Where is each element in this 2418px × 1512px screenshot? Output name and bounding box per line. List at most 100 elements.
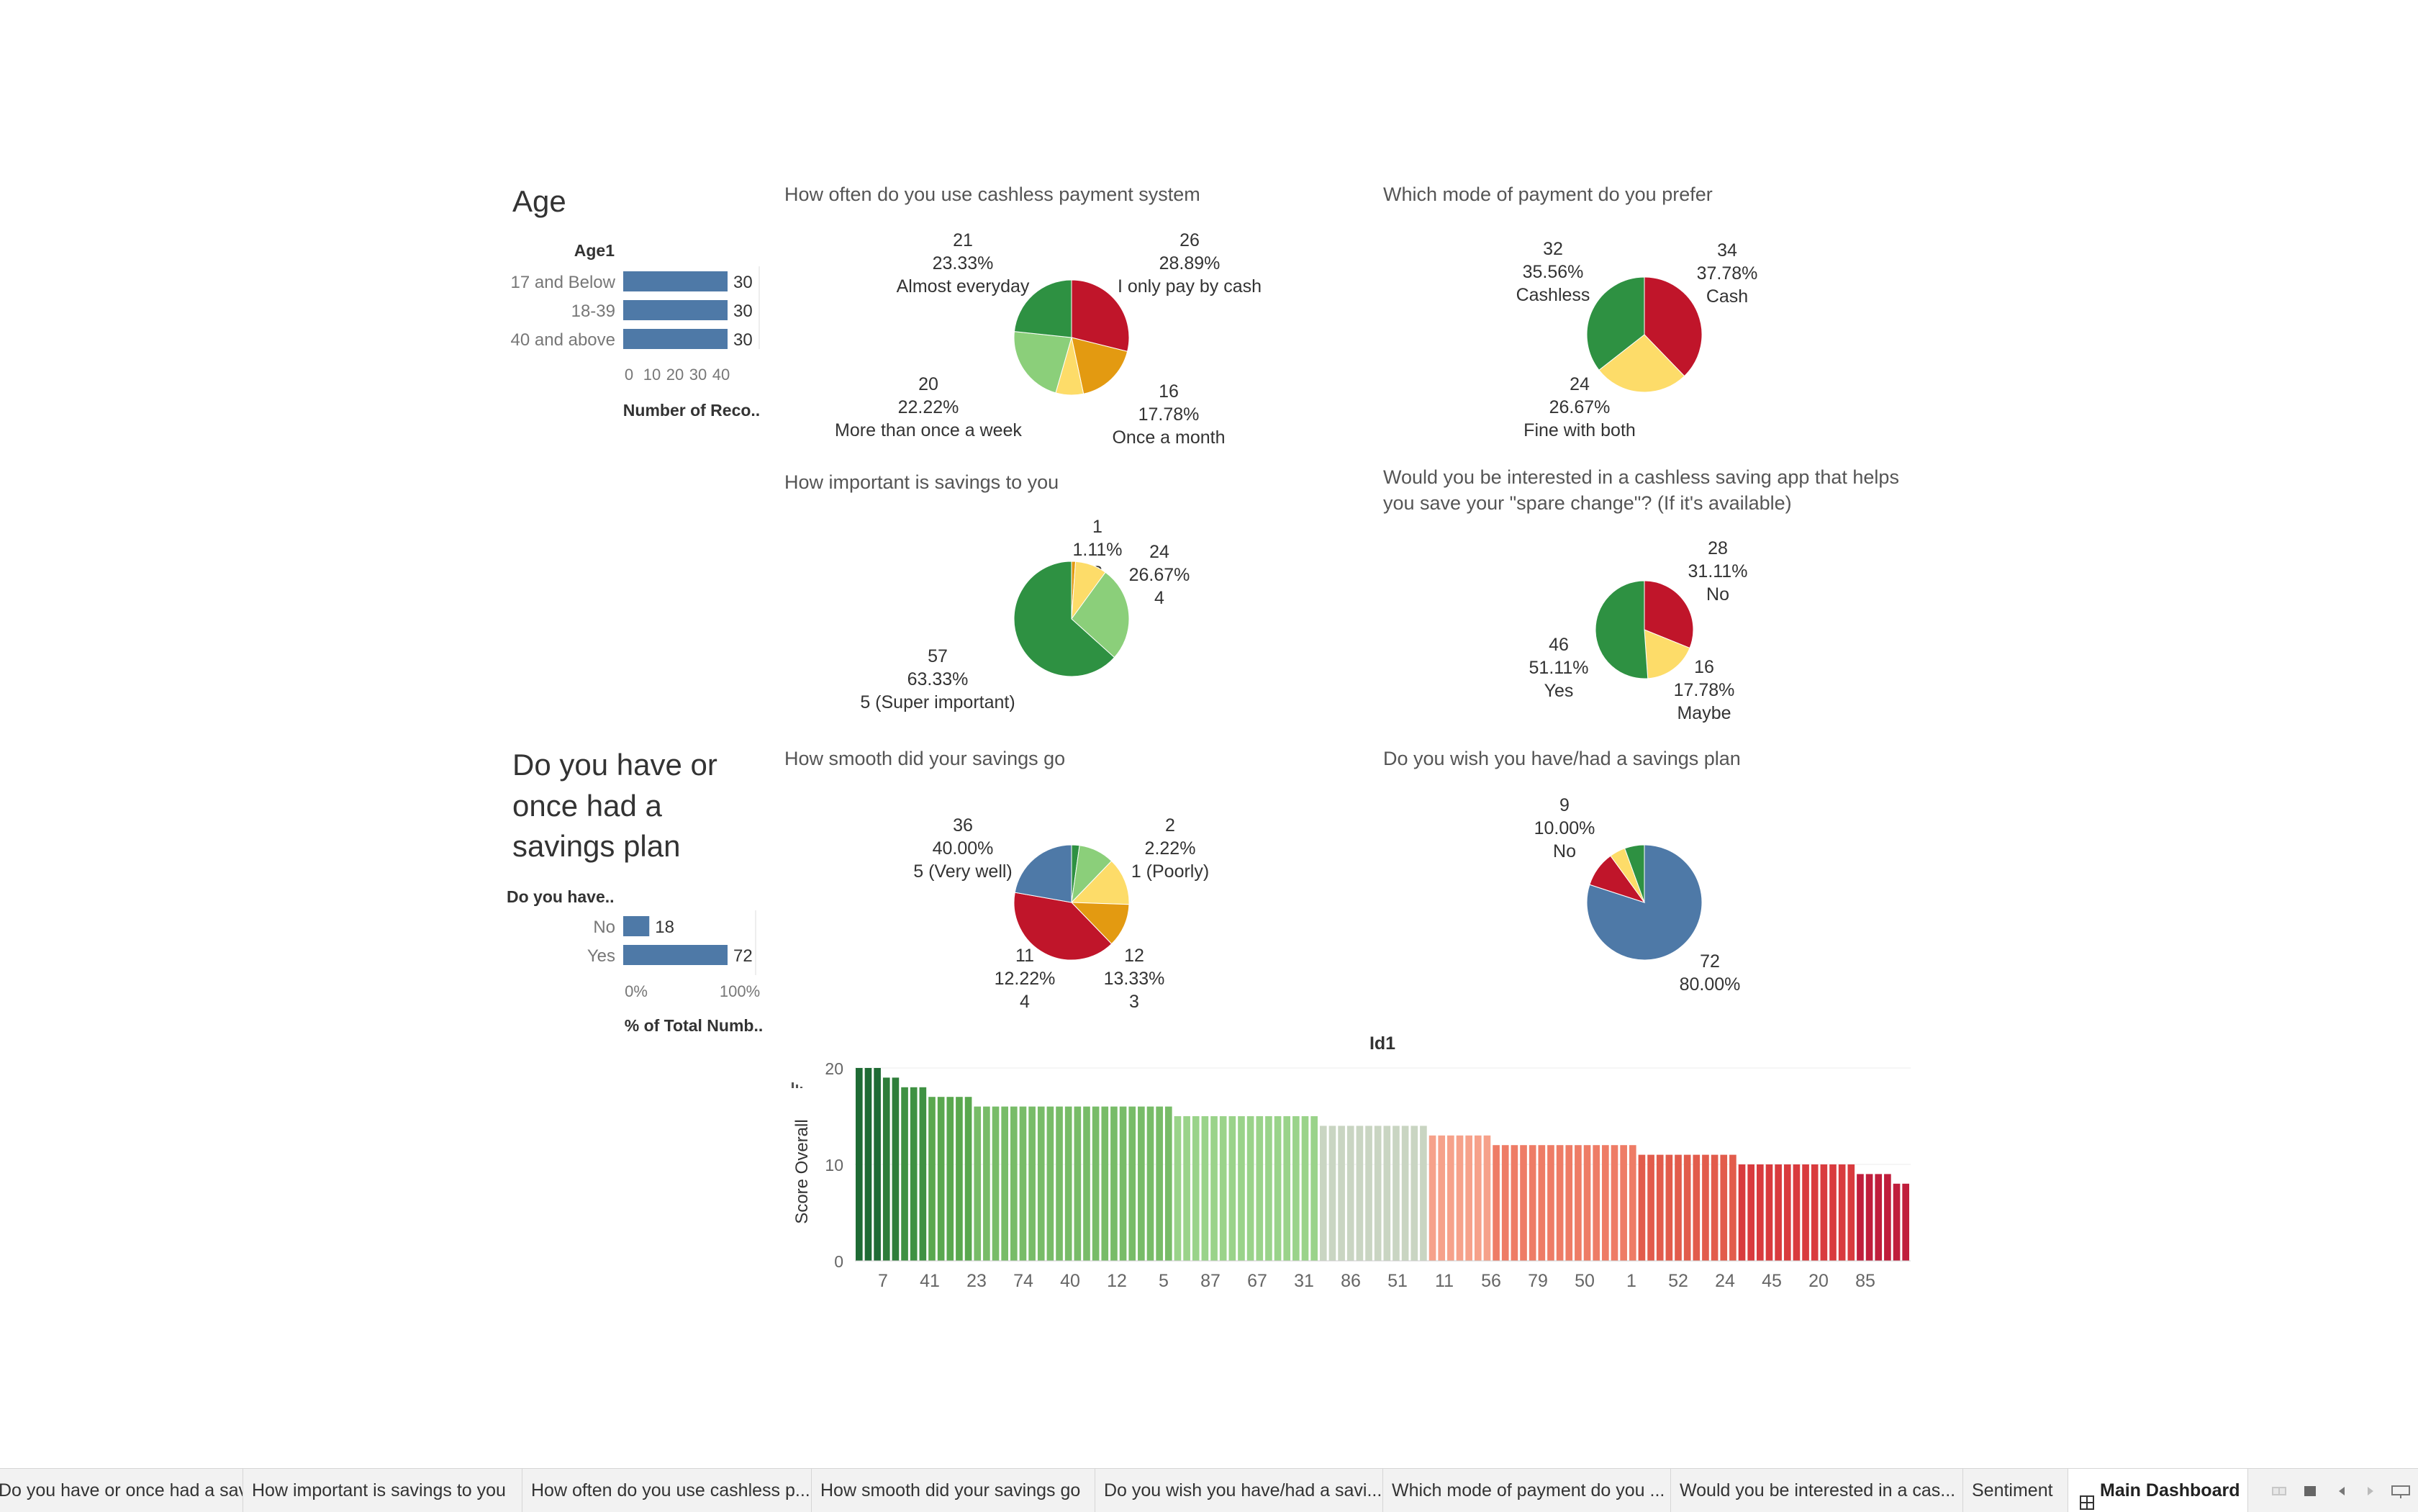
savings-plan-bar bbox=[623, 945, 728, 965]
bar-chart-x-tick: 87 bbox=[1200, 1271, 1221, 1291]
bar-chart-bar bbox=[1438, 1135, 1446, 1261]
bar-chart-bar bbox=[1037, 1106, 1045, 1261]
bar-chart-x-tick: 86 bbox=[1341, 1271, 1361, 1291]
bar-chart-bar bbox=[1428, 1135, 1436, 1261]
bar-chart-bar bbox=[901, 1087, 908, 1261]
presentation-mode-icon[interactable] bbox=[2391, 1485, 2412, 1498]
bar-chart-bar bbox=[1720, 1154, 1728, 1261]
bar-chart-bar bbox=[1802, 1164, 1809, 1261]
bar-chart-x-tick: 11 bbox=[1435, 1271, 1454, 1291]
pie-slice-label: 35.56% bbox=[1523, 262, 1584, 282]
bar-chart-bar bbox=[1046, 1106, 1054, 1261]
show-sheets-icon[interactable] bbox=[2303, 1485, 2317, 1496]
tab-sentiment[interactable]: Sentiment bbox=[1963, 1469, 2068, 1512]
filmstrip-view-icon[interactable] bbox=[2271, 1485, 2286, 1496]
savings-plan-bar-value: 72 bbox=[733, 946, 753, 966]
pie-title-cashless-frequency: How often do you use cashless payment sy… bbox=[784, 184, 1200, 205]
pie-slice bbox=[1014, 844, 1072, 903]
pie-title-saving-app-line-1: Would you be interested in a cashless sa… bbox=[1383, 466, 1899, 488]
pie-slice-label: 2.22% bbox=[1145, 838, 1196, 859]
bar-chart-bar bbox=[1374, 1126, 1382, 1261]
age-bar bbox=[623, 271, 728, 291]
bar-chart-bar bbox=[1210, 1116, 1218, 1261]
bar-chart-x-tick: 56 bbox=[1481, 1271, 1501, 1291]
bar-chart-bar bbox=[892, 1077, 900, 1261]
pie-slice-label: No bbox=[1706, 584, 1729, 605]
pie-slice-label: 26 bbox=[1179, 230, 1200, 250]
age-bar bbox=[623, 329, 728, 349]
bar-chart-bar bbox=[1647, 1154, 1654, 1261]
tab-main-dashboard[interactable]: Main Dashboard bbox=[2068, 1469, 2248, 1512]
bar-chart-x-tick: 31 bbox=[1294, 1271, 1314, 1291]
bar-chart-bar bbox=[1602, 1145, 1609, 1261]
scroll-tabs-right-icon[interactable] bbox=[2365, 1485, 2379, 1496]
tab-payment-mode[interactable]: Which mode of payment do you ... bbox=[1383, 1469, 1671, 1512]
bar-chart-bar bbox=[856, 1068, 863, 1261]
bar-chart-bar bbox=[983, 1106, 990, 1261]
pie-slice-label: 23.33% bbox=[933, 253, 994, 273]
bar-chart-bar bbox=[1757, 1164, 1764, 1261]
pie-slice-label: 1.11% bbox=[1072, 540, 1122, 560]
bar-chart-bar bbox=[1847, 1164, 1855, 1261]
pie-slice-label: 13.33% bbox=[1104, 969, 1165, 989]
tab-savings-smoothness[interactable]: How smooth did your savings go bbox=[812, 1469, 1095, 1512]
sort-icon-bar bbox=[792, 1082, 794, 1088]
age-axis-tick: 40 bbox=[712, 366, 730, 384]
bar-chart-bar bbox=[1893, 1183, 1901, 1261]
bar-chart-x-tick: 7 bbox=[878, 1271, 888, 1291]
tab-saving-app-interest[interactable]: Would you be interested in a cas... bbox=[1671, 1469, 1963, 1512]
bar-chart-bar bbox=[1110, 1106, 1118, 1261]
bar-chart-bar bbox=[1875, 1174, 1883, 1261]
pie-slice-label: 4 bbox=[1020, 992, 1030, 1012]
bar-chart-bar bbox=[1310, 1116, 1318, 1261]
pie-slice-label: 40.00% bbox=[933, 838, 994, 859]
pie-slice-label: 24 bbox=[1570, 374, 1590, 394]
bar-chart-bar bbox=[1702, 1154, 1709, 1261]
tab-savings-plan[interactable]: Do you have or once had a savin... bbox=[0, 1469, 243, 1512]
bar-chart-y-tick: 10 bbox=[825, 1156, 843, 1174]
bar-chart-bar bbox=[1074, 1106, 1082, 1261]
pie-slice-label: 16 bbox=[1159, 381, 1179, 402]
pie-slice-label: 31.11% bbox=[1688, 561, 1748, 581]
bar-chart-bar bbox=[1383, 1126, 1391, 1261]
pie-title-payment-mode: Which mode of payment do you prefer bbox=[1383, 184, 1713, 205]
bar-chart-x-tick: 40 bbox=[1060, 1271, 1080, 1291]
bar-chart-x-tick: 1 bbox=[1626, 1271, 1636, 1291]
pie-title-saving-app-line-2: you save your "spare change"? (If it's a… bbox=[1383, 492, 1792, 515]
pie-slice-label: Almost everyday bbox=[897, 276, 1030, 296]
pie-slice-label: 5 (Super important) bbox=[860, 692, 1015, 712]
bar-chart-bar bbox=[1420, 1126, 1427, 1261]
pie-slice-label: 17.78% bbox=[1674, 680, 1735, 700]
tab-savings-importance[interactable]: How important is savings to you bbox=[243, 1469, 522, 1512]
tab-cashless-frequency[interactable]: How often do you use cashless p... bbox=[522, 1469, 812, 1512]
bar-chart-bar bbox=[1319, 1126, 1327, 1261]
pie-slice-label: 1 (Poorly) bbox=[1131, 861, 1209, 882]
pie-slice bbox=[1070, 860, 1130, 905]
tab-wish-savings-plan[interactable]: Do you wish you have/had a savi... bbox=[1095, 1469, 1383, 1512]
bar-chart-bar bbox=[864, 1068, 872, 1261]
pie-slice-label: Maybe bbox=[1677, 703, 1731, 723]
bar-chart-bar bbox=[1156, 1106, 1163, 1261]
bar-chart-bar bbox=[1056, 1106, 1063, 1261]
pie-slice bbox=[1071, 279, 1130, 352]
bar-chart-bar bbox=[1838, 1164, 1846, 1261]
pie-slice-label: 63.33% bbox=[907, 669, 969, 689]
pie-slice-label: 16 bbox=[1694, 657, 1714, 677]
bar-chart-bar bbox=[1884, 1174, 1891, 1261]
bar-chart-bar bbox=[1192, 1116, 1200, 1261]
bar-chart-bar bbox=[1547, 1145, 1554, 1261]
bar-chart-bar bbox=[1520, 1145, 1527, 1261]
bar-chart-bar bbox=[956, 1097, 963, 1261]
bar-chart-bar bbox=[1565, 1145, 1573, 1261]
bar-chart-bar bbox=[1092, 1106, 1100, 1261]
pie-slice-label: 26.67% bbox=[1129, 565, 1190, 585]
dashboard-grid-icon bbox=[2080, 1482, 2094, 1511]
bar-chart-bar bbox=[1064, 1106, 1072, 1261]
pie-slice-label: 34 bbox=[1717, 240, 1737, 261]
scroll-tabs-left-icon[interactable] bbox=[2336, 1485, 2350, 1496]
bar-chart-bar bbox=[1711, 1154, 1719, 1261]
bar-chart-bar bbox=[1346, 1126, 1354, 1261]
pie-slice-label: 28.89% bbox=[1159, 253, 1221, 273]
bar-chart-x-tick: 45 bbox=[1762, 1271, 1782, 1291]
pie-slice-label: 20 bbox=[918, 374, 938, 394]
